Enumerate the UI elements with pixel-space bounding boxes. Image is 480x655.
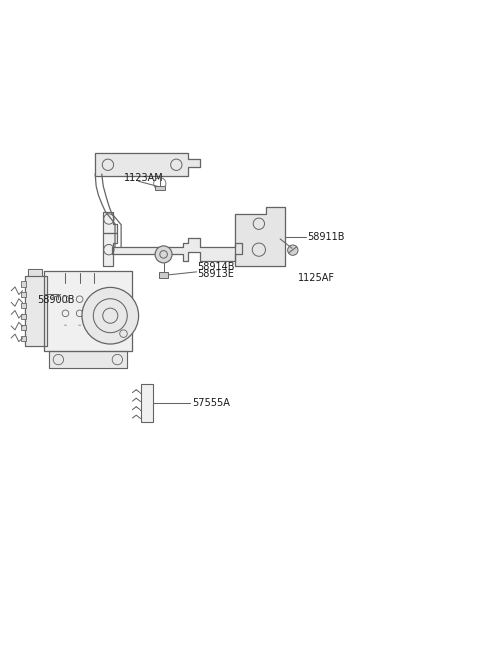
Text: 58911B: 58911B bbox=[307, 232, 345, 242]
Bar bbox=[21, 282, 26, 287]
Text: 58913E: 58913E bbox=[198, 269, 234, 279]
Polygon shape bbox=[28, 269, 42, 276]
Bar bbox=[21, 335, 26, 341]
Text: 58914B: 58914B bbox=[198, 262, 235, 272]
Bar bbox=[21, 292, 26, 297]
Polygon shape bbox=[95, 153, 200, 176]
Circle shape bbox=[155, 246, 172, 263]
Bar bbox=[155, 185, 165, 190]
Circle shape bbox=[82, 288, 139, 344]
Text: 1125AF: 1125AF bbox=[298, 273, 335, 283]
Bar bbox=[21, 314, 26, 319]
Polygon shape bbox=[49, 351, 127, 367]
Polygon shape bbox=[112, 238, 242, 261]
Polygon shape bbox=[103, 233, 118, 266]
Bar bbox=[159, 272, 168, 278]
Bar bbox=[21, 303, 26, 309]
Polygon shape bbox=[25, 276, 47, 346]
Bar bbox=[141, 384, 153, 422]
Polygon shape bbox=[235, 207, 285, 266]
Text: 58900B: 58900B bbox=[37, 295, 75, 305]
Polygon shape bbox=[103, 212, 118, 233]
Bar bbox=[21, 325, 26, 330]
Circle shape bbox=[288, 245, 298, 255]
Polygon shape bbox=[44, 271, 132, 351]
Text: 1123AM: 1123AM bbox=[124, 172, 164, 183]
Text: 57555A: 57555A bbox=[192, 398, 230, 408]
